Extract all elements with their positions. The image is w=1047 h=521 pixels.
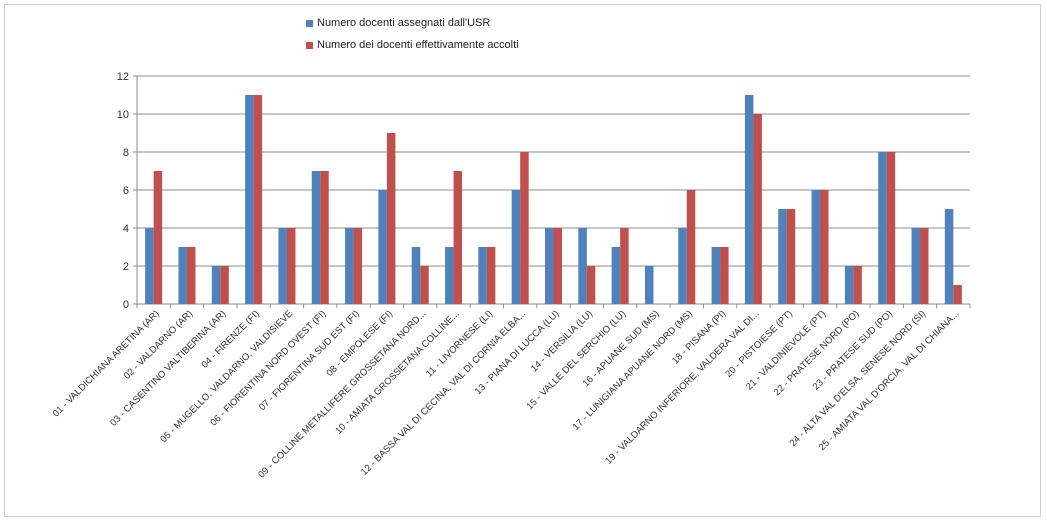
bar-accolti-19 bbox=[753, 114, 762, 304]
bar-accolti-13 bbox=[553, 228, 562, 304]
bar-assegnati-2 bbox=[178, 247, 187, 304]
bar-accolti-20 bbox=[786, 209, 796, 304]
bar-accolti-4 bbox=[253, 95, 263, 304]
bar-assegnati-14 bbox=[578, 228, 587, 304]
bar-accolti-25 bbox=[953, 285, 962, 304]
x-tick-label-19: 19 - VALDARNO INFERIORE, VALDERA VAL DI.… bbox=[603, 308, 761, 466]
bar-accolti-22 bbox=[853, 266, 862, 304]
bar-assegnati-6 bbox=[311, 171, 321, 304]
y-tick-label-0: 0 bbox=[123, 299, 129, 311]
bar-assegnati-19 bbox=[744, 95, 754, 304]
bar-assegnati-24 bbox=[911, 228, 921, 304]
legend-swatch-accolti bbox=[306, 41, 313, 49]
y-tick-label-1: 2 bbox=[123, 261, 129, 273]
bar-assegnati-13 bbox=[545, 228, 554, 304]
bar-accolti-12 bbox=[520, 152, 529, 304]
bar-assegnati-5 bbox=[278, 228, 287, 304]
bar-assegnati-18 bbox=[711, 247, 721, 304]
legend-label-accolti: Numero dei docenti effettivamente accolt… bbox=[317, 39, 519, 51]
x-tick-label-4: 04 - FIRENZE (FI) bbox=[199, 308, 261, 370]
bar-accolti-2 bbox=[186, 247, 196, 304]
bar-assegnati-7 bbox=[345, 228, 354, 304]
bar-accolti-24 bbox=[920, 228, 929, 304]
bar-accolti-7 bbox=[353, 228, 363, 304]
bar-assegnati-9 bbox=[411, 247, 421, 304]
legend-label-assegnati: Numero docenti assegnati dall'USR bbox=[317, 17, 491, 29]
bar-assegnati-23 bbox=[878, 152, 887, 304]
bar-assegnati-12 bbox=[511, 190, 521, 304]
chart-legend: Numero docenti assegnati dall'USR Numero… bbox=[306, 12, 519, 56]
bar-accolti-1 bbox=[153, 171, 163, 304]
bar-accolti-23 bbox=[886, 152, 896, 304]
bar-accolti-18 bbox=[720, 247, 729, 304]
bar-accolti-11 bbox=[486, 247, 496, 304]
bar-accolti-3 bbox=[220, 266, 229, 304]
legend-item-accolti: Numero dei docenti effettivamente accolt… bbox=[306, 34, 519, 56]
chart-frame bbox=[4, 4, 1041, 517]
bar-accolti-17 bbox=[686, 190, 696, 304]
bar-assegnati-10 bbox=[445, 247, 454, 304]
y-tick-label-6: 12 bbox=[117, 71, 129, 83]
bar-accolti-14 bbox=[586, 266, 596, 304]
legend-swatch-assegnati bbox=[306, 19, 313, 27]
bar-accolti-5 bbox=[286, 228, 296, 304]
bar-assegnati-17 bbox=[678, 228, 687, 304]
bar-accolti-9 bbox=[420, 266, 429, 304]
bar-assegnati-1 bbox=[145, 228, 154, 304]
bar-assegnati-22 bbox=[844, 266, 854, 304]
bar-assegnati-20 bbox=[778, 209, 787, 304]
bar-assegnati-21 bbox=[811, 190, 821, 304]
y-tick-label-5: 10 bbox=[117, 109, 129, 121]
y-tick-label-2: 4 bbox=[123, 223, 129, 235]
bar-assegnati-3 bbox=[211, 266, 221, 304]
bar-assegnati-25 bbox=[944, 209, 954, 304]
x-tick-label-14: 14 - VERSILIA (LU) bbox=[529, 308, 595, 374]
bar-assegnati-15 bbox=[611, 247, 621, 304]
x-tick-label-10: 10 - AMIATA GROSSETANA COLLINE... bbox=[333, 308, 461, 436]
bar-accolti-6 bbox=[320, 171, 329, 304]
legend-item-assegnati: Numero docenti assegnati dall'USR bbox=[306, 12, 519, 34]
bar-accolti-21 bbox=[820, 190, 829, 304]
bar-assegnati-11 bbox=[478, 247, 487, 304]
y-tick-label-3: 6 bbox=[123, 185, 129, 197]
bar-accolti-15 bbox=[620, 228, 629, 304]
y-tick-label-4: 8 bbox=[123, 147, 129, 159]
bar-assegnati-16 bbox=[644, 266, 654, 304]
x-tick-label-17: 17 - LUNIGIANA APUANE NORD (MS) bbox=[571, 308, 695, 432]
bar-assegnati-4 bbox=[245, 95, 254, 304]
bar-accolti-8 bbox=[386, 133, 396, 304]
bar-assegnati-8 bbox=[378, 190, 387, 304]
bar-accolti-10 bbox=[453, 171, 463, 304]
